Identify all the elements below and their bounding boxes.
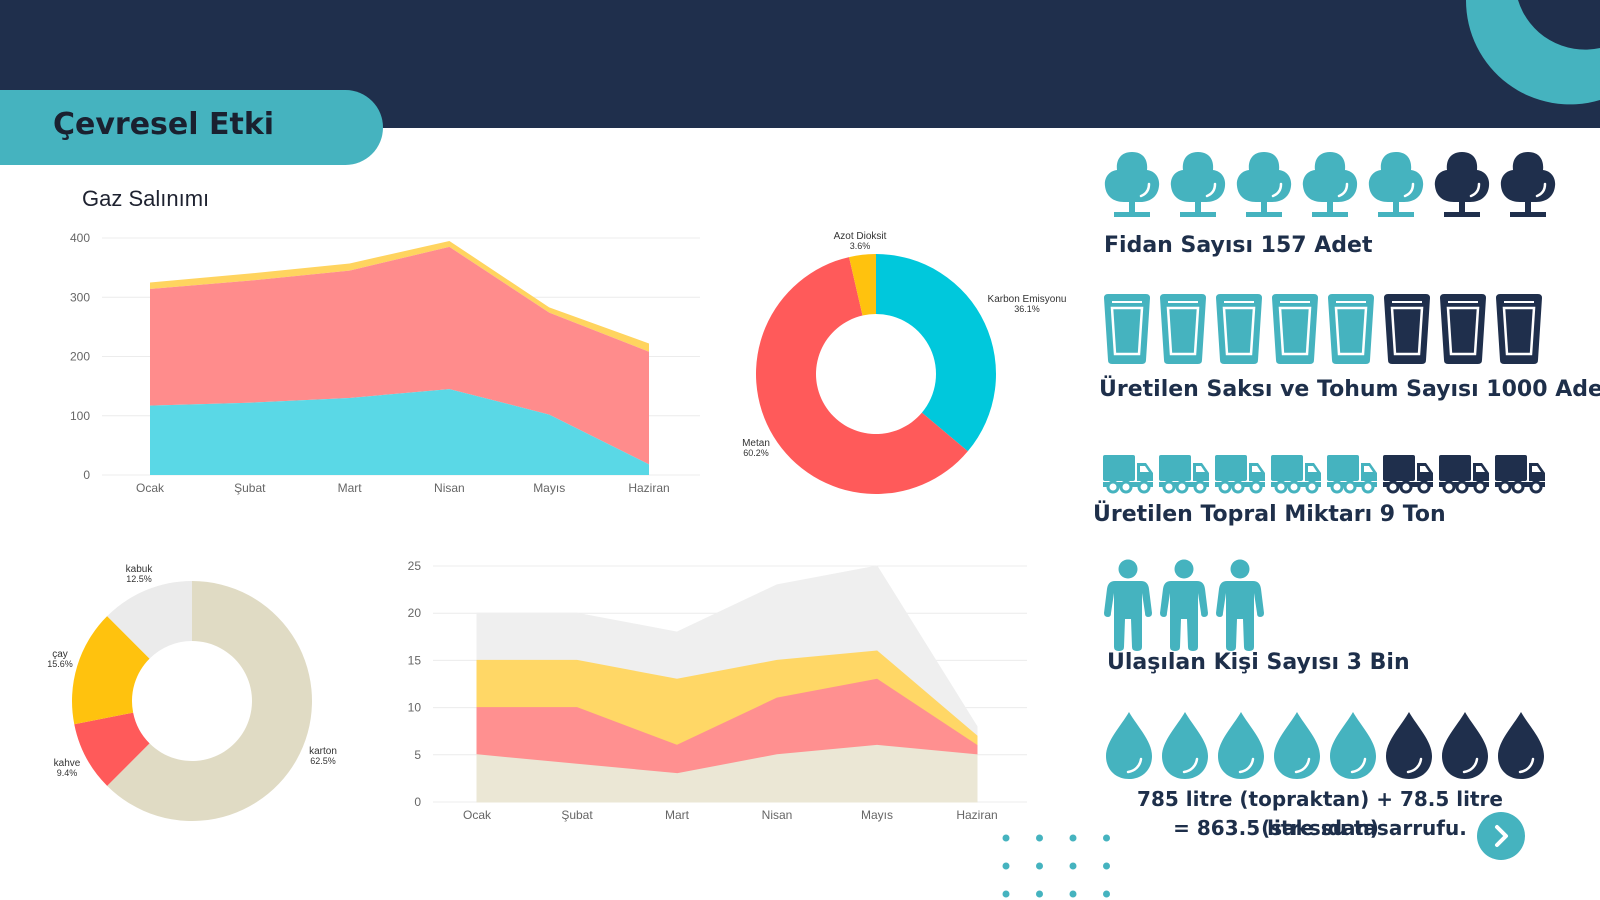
water-drop-icon <box>1104 711 1154 781</box>
cup-icon <box>1326 292 1376 366</box>
cup-icon <box>1214 292 1264 366</box>
pie-slice <box>107 581 312 821</box>
cup-icon <box>1158 292 1208 366</box>
pie-slice <box>756 257 968 494</box>
y-tick-label: 15 <box>408 653 422 667</box>
people-stat-label: Ulaşılan Kişi Sayısı 3 Bin <box>1107 650 1410 675</box>
x-tick-label: Mayıs <box>861 808 893 822</box>
x-tick-label: Mart <box>338 481 363 495</box>
slice-label: Azot Dioksit <box>834 231 887 242</box>
cup-icon <box>1102 292 1152 366</box>
pie-slice <box>71 616 150 725</box>
y-tick-label: 0 <box>83 468 90 482</box>
pie-slice <box>74 712 150 786</box>
decorative-dot <box>1103 890 1110 898</box>
x-tick-label: Haziran <box>628 481 669 495</box>
slice-percent: 36.1% <box>1014 304 1040 314</box>
truck-icon <box>1438 453 1490 494</box>
truck-icon <box>1494 453 1546 494</box>
cup-icon <box>1438 292 1488 366</box>
cup-icon <box>1494 292 1544 366</box>
water-drop-icon <box>1216 711 1266 781</box>
tree-icon <box>1367 150 1425 219</box>
y-tick-label: 5 <box>414 748 421 762</box>
slice-label: Metan <box>742 438 770 449</box>
truck-icon <box>1326 453 1378 494</box>
tree-icon <box>1499 150 1557 219</box>
x-tick-label: Şubat <box>561 808 593 822</box>
y-tick-label: 25 <box>408 559 422 573</box>
slice-percent: 3.6% <box>850 241 871 251</box>
slice-percent: 60.2% <box>743 448 769 458</box>
y-tick-label: 20 <box>408 606 422 620</box>
truck-icon <box>1270 453 1322 494</box>
x-tick-label: Mayıs <box>533 481 565 495</box>
y-tick-label: 100 <box>70 409 90 423</box>
cup-icon <box>1382 292 1432 366</box>
slice-label: kahve <box>54 758 81 769</box>
truck-icon <box>1214 453 1266 494</box>
area-series <box>150 246 649 465</box>
y-tick-label: 10 <box>408 701 422 715</box>
x-tick-label: Şubat <box>234 481 266 495</box>
pie-slice <box>107 581 192 659</box>
slice-label: karton <box>309 746 337 757</box>
water-drop-icon <box>1384 711 1434 781</box>
decorative-dot <box>1103 862 1110 870</box>
area-series <box>476 744 978 803</box>
x-tick-label: Mart <box>665 808 690 822</box>
water-drop-icon <box>1160 711 1210 781</box>
x-tick-label: Ocak <box>463 808 492 822</box>
truck-icon <box>1102 453 1154 494</box>
person-icon <box>1216 559 1264 651</box>
title-pill <box>0 90 383 165</box>
tree-icon <box>1301 150 1359 219</box>
truck-icon <box>1382 453 1434 494</box>
truck-icon <box>1158 453 1210 494</box>
tree-icon <box>1169 150 1227 219</box>
area-series <box>150 389 649 475</box>
y-tick-label: 300 <box>70 290 90 304</box>
next-button[interactable] <box>1477 812 1525 860</box>
x-tick-label: Nisan <box>434 481 465 495</box>
y-tick-label: 400 <box>70 231 90 245</box>
slice-percent: 12.5% <box>126 574 152 584</box>
slice-percent: 9.4% <box>57 768 78 778</box>
pie-slice <box>849 254 876 316</box>
chevron-right-icon <box>1477 812 1525 860</box>
person-icon <box>1104 559 1152 651</box>
trees-stat-label: Fidan Sayısı 157 Adet <box>1104 233 1373 258</box>
x-tick-label: Nisan <box>762 808 793 822</box>
slice-label: çay <box>52 649 68 660</box>
page-title: Çevresel Etki <box>53 107 275 142</box>
water-stat-line2: = 863.5 litre su tasarrufu. <box>1173 816 1467 840</box>
water-stat-line1: 785 litre (topraktan) + 78.5 litre (saks… <box>1137 787 1503 840</box>
chart-title: Gaz Salınımı <box>82 186 209 211</box>
slice-label: kabuk <box>126 564 154 575</box>
x-tick-label: Haziran <box>956 808 997 822</box>
water-drop-icon <box>1328 711 1378 781</box>
pots-stat-label: Üretilen Saksı ve Tohum Sayısı 1000 Adet <box>1099 377 1600 402</box>
decorative-arc <box>1465 0 1600 105</box>
tree-icon <box>1103 150 1161 219</box>
trucks-stat-label: Üretilen Topral Miktarı 9 Ton <box>1093 502 1446 527</box>
slice-label: Karbon Emisyonu <box>988 294 1067 305</box>
y-tick-label: 0 <box>414 795 421 809</box>
water-drop-icon <box>1496 711 1546 781</box>
water-drop-icon <box>1440 711 1490 781</box>
person-icon <box>1160 559 1208 651</box>
slice-percent: 62.5% <box>310 756 336 766</box>
x-tick-label: Ocak <box>136 481 165 495</box>
tree-icon <box>1433 150 1491 219</box>
pie-slice <box>876 254 997 452</box>
tree-icon <box>1235 150 1293 219</box>
water-drop-icon <box>1272 711 1322 781</box>
y-tick-label: 200 <box>70 350 90 364</box>
slice-percent: 15.6% <box>47 659 73 669</box>
cup-icon <box>1270 292 1320 366</box>
